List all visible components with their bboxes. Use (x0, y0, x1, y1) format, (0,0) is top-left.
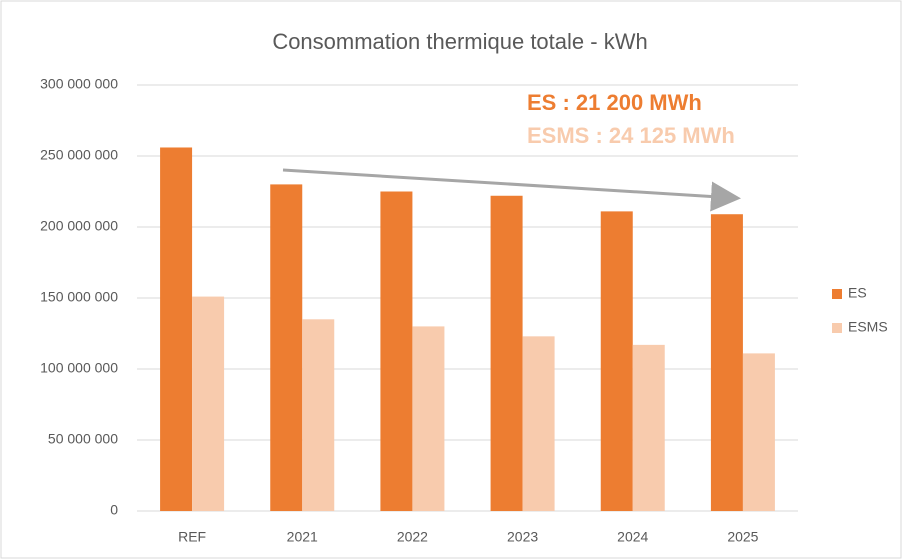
legend-swatch (832, 289, 842, 299)
trend-arrow (282, 168, 741, 212)
legend-swatch (832, 323, 842, 333)
bar (160, 147, 193, 512)
legend-label: ESMS (848, 319, 888, 335)
bar (522, 336, 555, 511)
x-tick-label: 2025 (727, 529, 758, 545)
x-tick-label: 2021 (287, 529, 318, 545)
bar (632, 344, 665, 511)
y-tick-label: 250 000 000 (40, 147, 118, 163)
y-tick-label: 200 000 000 (40, 218, 118, 234)
chart-title: Consommation thermique totale - kWh (272, 29, 647, 54)
annotation: ESMS : 24 125 MWh (527, 123, 735, 148)
y-tick-label: 50 000 000 (48, 431, 118, 447)
bar (270, 184, 303, 511)
y-tick-label: 100 000 000 (40, 360, 118, 376)
y-tick-label: 150 000 000 (40, 289, 118, 305)
bar (600, 211, 633, 511)
y-tick-label: 300 000 000 (40, 76, 118, 92)
bar (192, 296, 225, 511)
x-tick-label: 2022 (397, 529, 428, 545)
bar (490, 195, 523, 511)
annotation: ES : 21 200 MWh (527, 90, 702, 115)
bar (380, 191, 413, 511)
bar (412, 326, 445, 511)
legend-label: ES (848, 285, 867, 301)
x-tick-label: REF (178, 529, 206, 545)
bar (710, 214, 743, 511)
x-tick-label: 2024 (617, 529, 648, 545)
bar (742, 353, 775, 511)
y-tick-label: 0 (110, 502, 118, 518)
bar (302, 319, 335, 511)
x-tick-label: 2023 (507, 529, 538, 545)
